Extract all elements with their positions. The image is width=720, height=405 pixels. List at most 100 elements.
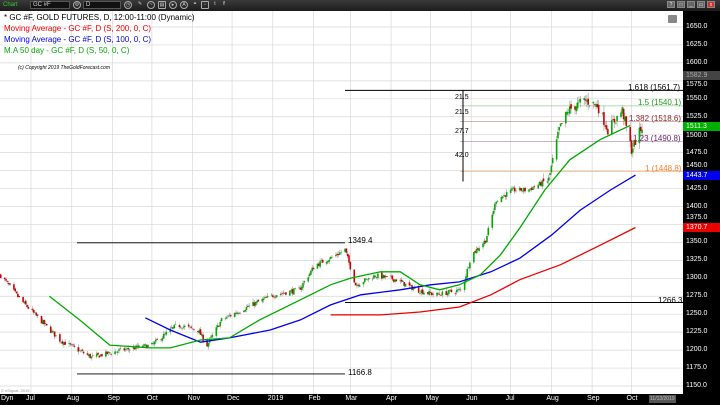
candle-body	[328, 259, 331, 262]
maximize-button[interactable]: ▭	[697, 1, 705, 8]
candle-body	[281, 293, 283, 295]
chart-tab[interactable]: Chart	[3, 2, 18, 8]
candle-body	[625, 116, 628, 126]
candle-body	[317, 263, 320, 266]
candle-body	[60, 341, 63, 343]
candle-body	[549, 172, 551, 176]
candle-body	[225, 317, 228, 319]
minimize-button[interactable]: _	[687, 1, 695, 8]
candle-body	[32, 309, 35, 313]
candle-body	[303, 281, 306, 283]
candle-body	[237, 313, 240, 314]
candle-body	[69, 343, 72, 345]
candle-body	[366, 279, 369, 281]
price-axis[interactable]: 1650.0 1625.0 1600.0 1575.0 1550.0 1525.0 1500…	[683, 11, 720, 394]
x-tick-label: May	[425, 395, 439, 402]
candle-body	[86, 353, 89, 355]
candle-body	[283, 292, 286, 294]
candle-body	[285, 292, 287, 295]
alert-icon[interactable]: A	[180, 1, 188, 9]
range-label-2: 21.5	[455, 109, 469, 116]
indicator-icon[interactable]: ~	[147, 1, 155, 9]
candle-body	[520, 188, 522, 191]
candle-body	[375, 277, 378, 278]
candle-body	[134, 347, 136, 350]
symbol-settings-icon[interactable]: ⚙	[73, 1, 81, 9]
x-tick-label: Jul	[26, 395, 35, 402]
candle-body	[402, 281, 404, 282]
restore-button[interactable]: □	[677, 1, 685, 8]
candle-body	[349, 261, 352, 270]
y-tick-label: 1350.0	[686, 238, 708, 246]
candle-body	[14, 288, 17, 292]
candle-body	[197, 330, 199, 332]
help-button[interactable]: ?	[667, 1, 675, 8]
comment-icon[interactable]: ▫	[201, 1, 209, 9]
range-label-4: 42.0	[455, 152, 469, 159]
candle-body	[624, 116, 626, 122]
y-tick-label: 1200.0	[686, 346, 708, 354]
window-icon[interactable]: ▤	[158, 1, 166, 9]
candle-body	[180, 327, 182, 329]
candle-body	[144, 344, 147, 346]
close-button[interactable]: x	[707, 1, 715, 8]
candle-body	[116, 351, 119, 353]
interval-select[interactable]: D	[83, 1, 121, 9]
candle-body	[82, 351, 85, 354]
y-tick-label: 1600.0	[686, 58, 708, 66]
candle-body	[160, 339, 162, 341]
candle-body	[119, 348, 122, 349]
candle-body	[81, 349, 84, 351]
candle-body	[541, 180, 543, 187]
candle-body	[576, 102, 579, 109]
candle-body	[63, 342, 65, 345]
candle-body	[224, 318, 227, 319]
candle-body	[595, 103, 597, 107]
candle-body	[568, 106, 571, 114]
x-tick-label: Feb	[308, 395, 321, 402]
candle-body	[622, 108, 625, 120]
price-chart[interactable]: * GC #F, GOLD FUTURES, D, 12:00-11:00 (D…	[0, 11, 683, 394]
facebook-icon[interactable]: f	[223, 1, 225, 7]
play-icon[interactable]: ▸	[169, 1, 177, 9]
candle-body	[262, 298, 265, 301]
dyn-label[interactable]: Dyn	[1, 395, 14, 402]
chart-settings-icon[interactable]	[668, 15, 677, 23]
candle-body	[55, 335, 57, 336]
candle-body	[522, 188, 525, 192]
candle-body	[227, 315, 229, 317]
candle-body	[207, 342, 210, 347]
candle-body	[613, 118, 616, 123]
candle-body	[542, 178, 545, 182]
legend-ma50[interactable]: M.A 50 day - GC #F, D (S, 50, 0, C)	[4, 46, 130, 55]
link-icon[interactable]: ⚭	[192, 1, 198, 7]
candle-body	[607, 129, 609, 135]
candle-body	[559, 123, 562, 127]
candle-body	[274, 296, 277, 298]
candle-body	[638, 127, 641, 144]
legend-ma100[interactable]: Moving Average - GC #F, D (S, 100, 0, C)	[4, 35, 152, 44]
symbol-select[interactable]: GC #F	[30, 1, 70, 9]
range-label-1: 21.5	[455, 94, 469, 101]
candle-body	[521, 190, 524, 192]
legend-ma200[interactable]: Moving Average - GC #F, D (S, 200, 0, C)	[4, 24, 152, 33]
pencil-icon[interactable]: ✎	[137, 1, 143, 7]
time-axis[interactable]: Dyn 11/13/2019 Jul Aug Sep Oct Nov Dec 2019 Feb…	[0, 394, 720, 405]
candle-body	[17, 293, 19, 297]
candle-body	[641, 129, 643, 134]
candle-body	[417, 287, 420, 293]
candle-body	[484, 240, 487, 243]
candle-body	[357, 284, 360, 286]
candle-body	[239, 312, 241, 314]
clock-icon[interactable]: ◷	[124, 1, 132, 9]
ma200-line	[330, 226, 636, 316]
twitter-icon[interactable]: t	[214, 1, 216, 7]
candle-body	[298, 287, 300, 289]
candle-body	[44, 323, 47, 324]
candle-body	[450, 289, 453, 293]
candle-body	[34, 312, 36, 313]
candle-body	[391, 275, 394, 280]
candle-body	[592, 101, 595, 104]
candle-body	[311, 267, 314, 272]
candle-body	[593, 104, 596, 105]
